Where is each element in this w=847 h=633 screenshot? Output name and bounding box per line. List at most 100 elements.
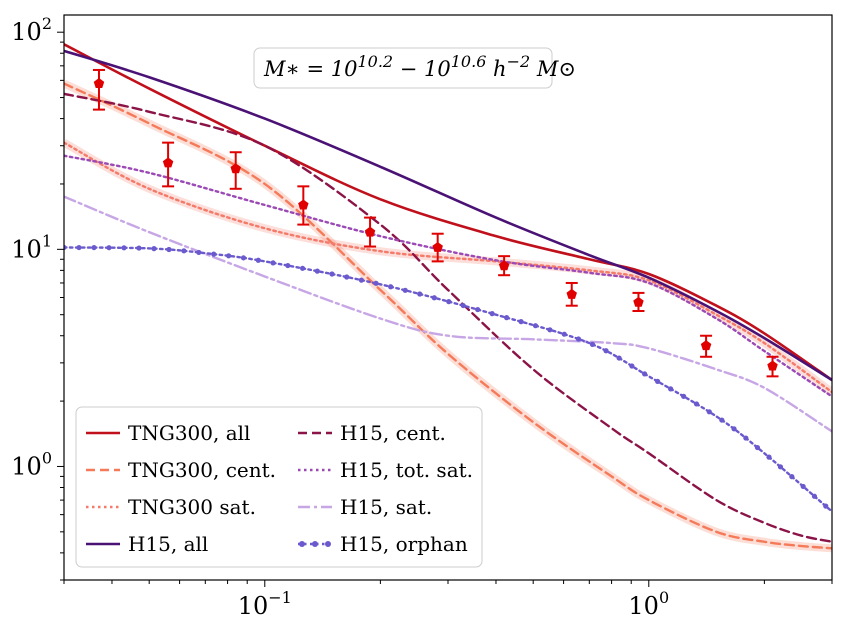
series-marker-h15-orphan	[823, 503, 829, 509]
data-point	[92, 68, 105, 111]
series-marker-h15-orphan	[642, 371, 648, 377]
series-marker-h15-orphan	[731, 426, 737, 432]
legend-entry-h15-cent: H15, cent.	[298, 421, 446, 445]
x-tick-label: 100	[628, 588, 669, 620]
y-tick-label: 100	[11, 448, 52, 480]
annotation-box: M∗ = 1010.2 − 1010.6 h−2 M⊙	[253, 47, 576, 89]
series-line-h15-all	[64, 49, 832, 382]
series-marker-h15-orphan	[789, 474, 795, 480]
data-point	[364, 216, 377, 248]
series-marker-h15-orphan	[706, 409, 712, 415]
series-marker-h15-orphan	[475, 306, 481, 313]
series-marker-h15-orphan	[181, 248, 187, 254]
data-point-marker	[432, 241, 443, 252]
legend-marker	[325, 541, 331, 547]
observations-layer	[92, 68, 779, 378]
series-marker-h15-orphan	[800, 483, 806, 490]
legend-label: H15, sat.	[340, 495, 432, 519]
series-marker-h15-orphan	[811, 493, 818, 499]
data-point	[498, 255, 511, 277]
legend-entry-h15-all: H15, all	[86, 532, 208, 556]
series-marker-h15-orphan	[503, 315, 510, 321]
data-point	[632, 291, 645, 312]
y-tick-label: 102	[11, 14, 52, 46]
data-point-marker	[298, 199, 309, 210]
series-marker-h15-orphan	[91, 244, 97, 251]
series-marker-h15-orphan	[240, 255, 247, 261]
legend-label: TNG300, cent.	[128, 458, 276, 482]
series-marker-h15-orphan	[681, 393, 687, 399]
series-line-h15-sat	[64, 195, 832, 433]
series-marker-h15-orphan	[255, 257, 261, 263]
series-marker-h15-orphan	[106, 245, 112, 251]
series-marker-h15-orphan	[460, 302, 466, 309]
data-point-marker	[162, 157, 174, 168]
data-point-marker	[633, 296, 644, 307]
series-marker-h15-orphan	[121, 245, 127, 251]
series-marker-h15-orphan	[388, 284, 394, 290]
series-marker-h15-orphan	[314, 268, 320, 274]
series-marker-h15-orphan	[547, 327, 553, 333]
series-marker-h15-orphan	[166, 246, 172, 253]
series-marker-h15-orphan	[285, 262, 291, 269]
series-marker-h15-orphan	[655, 378, 661, 385]
legend-frame	[75, 406, 483, 568]
series-marker-h15-orphan	[211, 251, 217, 257]
legend-marker	[299, 541, 305, 547]
series-marker-h15-orphan	[402, 287, 408, 293]
series-marker-h15-orphan	[754, 444, 761, 451]
series-marker-h15-orphan	[532, 323, 539, 329]
series-marker-h15-orphan	[693, 401, 700, 407]
series-marker-h15-orphan	[136, 245, 142, 251]
series-marker-h15-orphan	[151, 246, 157, 252]
data-point	[565, 281, 578, 307]
series-marker-h15-orphan	[575, 336, 582, 342]
data-point-marker	[767, 360, 778, 371]
series-marker-h15-orphan	[344, 274, 350, 280]
legend-entry-tng300-sat: TNG300 sat.	[86, 495, 256, 519]
x-tick-label: 10−1	[238, 588, 292, 620]
data-point-marker	[566, 288, 577, 299]
series-marker-h15-orphan	[226, 253, 232, 259]
data-point	[162, 141, 175, 188]
series-marker-h15-orphan	[417, 291, 423, 297]
legend-label: H15, tot. sat.	[340, 458, 473, 482]
series-marker-h15-orphan	[446, 299, 452, 305]
data-point-marker	[498, 260, 510, 271]
legend-label: H15, orphan	[340, 532, 468, 556]
legend-entry-h15-tot-sat: H15, tot. sat.	[298, 458, 473, 482]
series-line-h15-tot-sat	[64, 154, 832, 398]
series-marker-h15-orphan	[518, 319, 524, 325]
legend-marker	[312, 541, 318, 547]
data-point-marker	[700, 340, 712, 351]
data-point	[700, 334, 713, 358]
series-marker-h15-orphan	[561, 331, 567, 337]
legend: TNG300, all TNG300, cent. TNG300 sat. H15, …	[75, 406, 483, 568]
legend-entry-h15-sat: H15, sat.	[298, 495, 432, 519]
series-marker-h15-orphan	[766, 454, 772, 460]
legend-label: TNG300 sat.	[128, 495, 256, 519]
series-line-h15-cent	[64, 92, 832, 543]
legend-label: H15, all	[128, 532, 208, 556]
series-marker-h15-orphan	[196, 249, 202, 256]
legend-entry-h15-orphan: H15, orphan	[298, 532, 468, 556]
series-marker-h15-orphan	[668, 386, 674, 392]
series-marker-h15-orphan	[329, 271, 335, 277]
data-point	[297, 185, 310, 226]
series-marker-h15-orphan	[76, 244, 82, 251]
series-marker-h15-orphan	[64, 244, 67, 251]
axis-ticks: 10−1 100 100 101 102	[11, 14, 833, 620]
data-point-marker	[230, 163, 241, 174]
data-point	[766, 355, 779, 378]
series-marker-h15-orphan	[743, 435, 749, 441]
series-marker-h15-orphan	[616, 355, 622, 361]
annotation-text: M∗ = 1010.2 − 1010.6 h−2 M⊙	[263, 52, 576, 81]
series-line-tng300-cent	[64, 82, 832, 550]
series-marker-h15-orphan	[719, 417, 725, 423]
series-marker-h15-orphan	[299, 265, 306, 271]
series-marker-h15-orphan	[629, 363, 635, 369]
y-tick-label: 101	[11, 231, 52, 263]
series-marker-h15-orphan	[489, 311, 495, 317]
legend-entry-tng300-all: TNG300, all	[86, 421, 250, 445]
